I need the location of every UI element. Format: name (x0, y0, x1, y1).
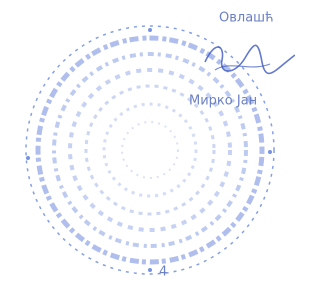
signature (205, 45, 295, 73)
round-seal (26, 26, 274, 274)
stamp-scan: Овлашћ Мирко Јан 4 (0, 0, 295, 306)
seal-inner-ring (122, 122, 178, 178)
signer-name: Мирко Јан (189, 94, 257, 109)
seal-dot (268, 150, 272, 154)
seal-dot (148, 28, 152, 32)
page-number: 4 (159, 265, 167, 280)
authorized-label: Овлашћ (219, 11, 274, 26)
seal-text-ring (54, 54, 246, 246)
seal-outer-ring (26, 26, 274, 274)
seal-dot (148, 268, 152, 272)
seal-text-ring (104, 104, 196, 196)
seal-dot (26, 156, 30, 160)
